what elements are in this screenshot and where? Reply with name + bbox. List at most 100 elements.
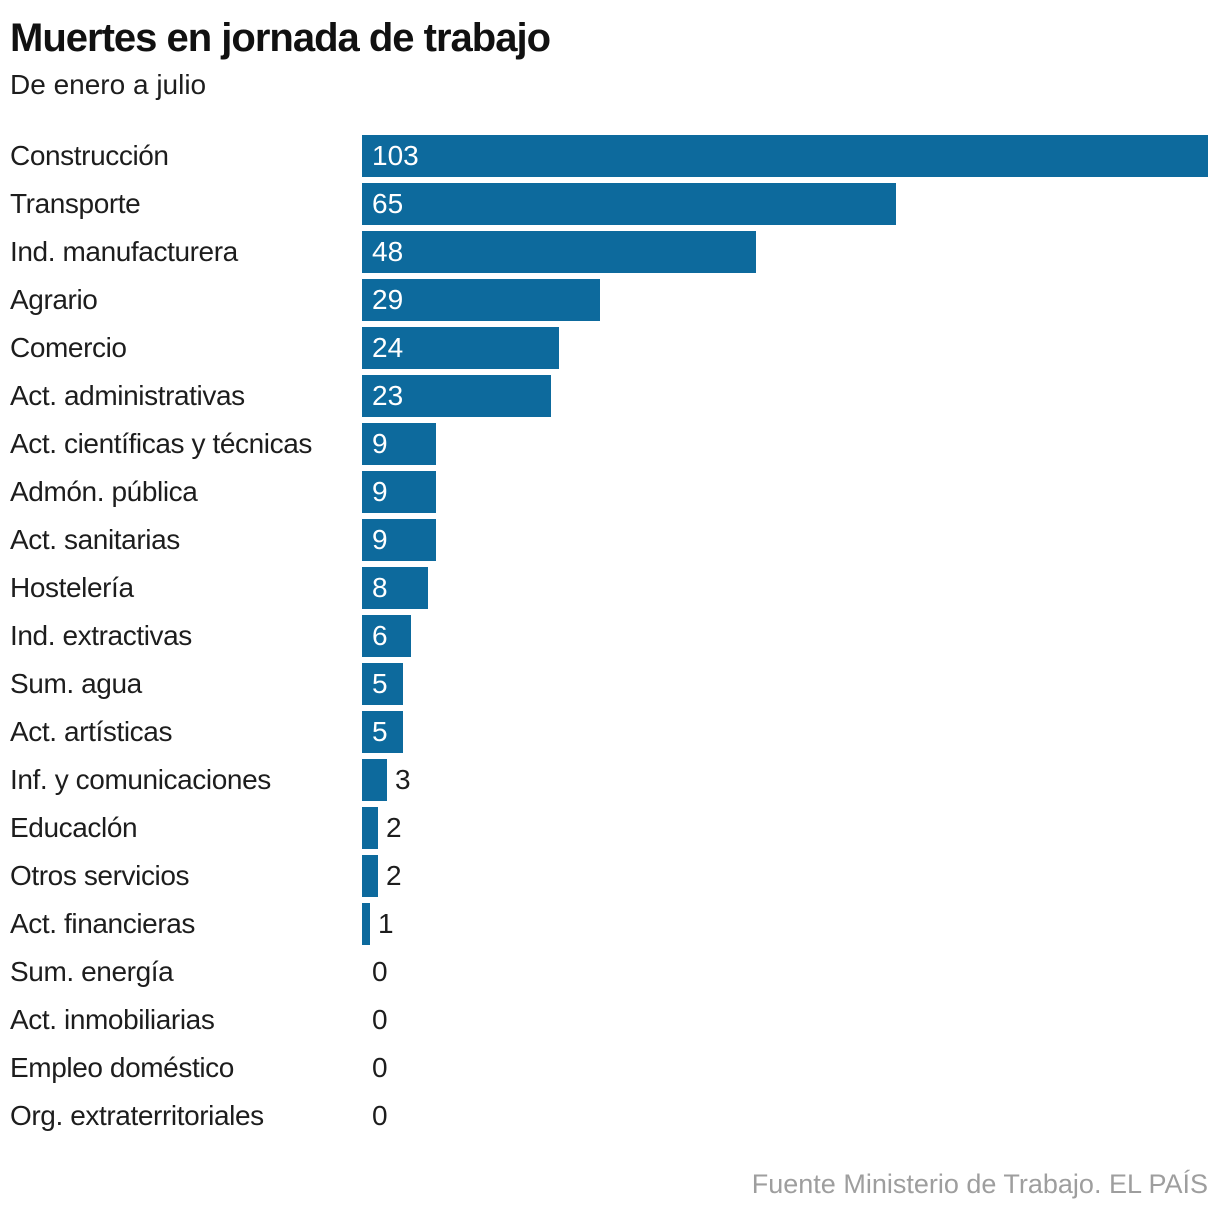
category-label: Sum. energía — [10, 956, 174, 987]
bar-row: Admón. pública 9 — [0, 468, 1220, 516]
category-label: Educaclón — [10, 812, 138, 843]
category-label: Otros servicios — [10, 860, 190, 891]
bar-track: 8 — [362, 564, 1208, 612]
bar — [362, 327, 559, 369]
bar-track: 65 — [362, 180, 1208, 228]
value-label: 65 — [372, 188, 404, 219]
bar-row: Empleo doméstico 0 — [0, 1044, 1220, 1092]
chart-title: Muertes en jornada de trabajo — [10, 16, 551, 60]
bar — [362, 519, 436, 561]
value-label: 5 — [372, 668, 388, 699]
bar-row: Act. científicas y técnicas 9 — [0, 420, 1220, 468]
chart-header: Muertes en jornada de trabajo De enero a… — [0, 0, 1220, 102]
bar-row: Educaclón 2 — [0, 804, 1220, 852]
category-label: Ind. extractivas — [10, 620, 192, 651]
bar — [362, 279, 600, 321]
bar-track: 23 — [362, 372, 1208, 420]
category-label: Act. sanitarias — [10, 524, 180, 555]
value-label: 0 — [372, 1052, 388, 1083]
bar-row: Hostelería 8 — [0, 564, 1220, 612]
bar-track: 6 — [362, 612, 1208, 660]
value-label: 29 — [372, 284, 404, 315]
bar-track: 103 — [362, 132, 1208, 180]
bar — [362, 711, 403, 753]
bar — [362, 471, 436, 513]
bar-row: Sum. agua 5 — [0, 660, 1220, 708]
bar-track: 5 — [362, 708, 1208, 756]
value-label: 3 — [395, 764, 411, 795]
value-label: 23 — [372, 380, 404, 411]
bar-row: Construcción 103 — [0, 132, 1220, 180]
bar-row: Ind. manufacturera 48 — [0, 228, 1220, 276]
bar-row: Otros servicios 2 — [0, 852, 1220, 900]
value-label: 9 — [372, 524, 388, 555]
value-label: 24 — [372, 332, 404, 363]
bar-track: 0 — [362, 1044, 1208, 1092]
category-label: Act. científicas y técnicas — [10, 428, 312, 459]
bar — [362, 423, 436, 465]
value-label: 8 — [372, 572, 388, 603]
bar-track: 24 — [362, 324, 1208, 372]
source-credit: Fuente Ministerio de Trabajo. EL PAÍS — [751, 1169, 1208, 1199]
bar-row: Act. inmobiliarias 0 — [0, 996, 1220, 1044]
category-label: Act. inmobiliarias — [10, 1004, 215, 1035]
bar-row: Inf. y comunicaciones 3 — [0, 756, 1220, 804]
category-label: Construcción — [10, 140, 169, 171]
bar-track: 0 — [362, 1092, 1208, 1140]
value-label: 6 — [372, 620, 388, 651]
value-label: 48 — [372, 236, 404, 267]
value-label: 5 — [372, 716, 388, 747]
bar-track: 0 — [362, 996, 1208, 1044]
bar-track: 5 — [362, 660, 1208, 708]
value-label: 2 — [386, 860, 402, 891]
bar-track: 9 — [362, 468, 1208, 516]
bar-row: Act. sanitarias 9 — [0, 516, 1220, 564]
bar — [362, 615, 411, 657]
value-label: 9 — [372, 428, 388, 459]
bar-track: 9 — [362, 420, 1208, 468]
category-label: Agrario — [10, 284, 98, 315]
bar-row: Agrario 29 — [0, 276, 1220, 324]
bar-chart: Construcción 103 Transporte 65 Ind. manufact… — [0, 132, 1220, 1140]
bar-row: Ind. extractivas 6 — [0, 612, 1220, 660]
value-label: 0 — [372, 1100, 388, 1131]
bar-track: 29 — [362, 276, 1208, 324]
bar — [362, 183, 896, 225]
value-label: 0 — [372, 956, 388, 987]
category-label: Comercio — [10, 332, 127, 363]
category-label: Act. financieras — [10, 908, 196, 939]
chart-subtitle: De enero a julio — [10, 69, 207, 100]
bar-row: Comercio 24 — [0, 324, 1220, 372]
category-label: Ind. manufacturera — [10, 236, 238, 267]
bar-row: Act. administrativas 23 — [0, 372, 1220, 420]
category-label: Transporte — [10, 188, 141, 219]
category-label: Sum. agua — [10, 668, 142, 699]
bar — [362, 807, 378, 849]
bar — [362, 135, 1208, 177]
bar-row: Sum. energía 0 — [0, 948, 1220, 996]
value-label: 9 — [372, 476, 388, 507]
value-label: 2 — [386, 812, 402, 843]
bar — [362, 903, 370, 945]
category-label: Inf. y comunicaciones — [10, 764, 271, 795]
bar-row: Org. extraterritoriales 0 — [0, 1092, 1220, 1140]
category-label: Act. artísticas — [10, 716, 173, 747]
value-label: 103 — [372, 140, 419, 171]
bar — [362, 567, 428, 609]
bar-row: Transporte 65 — [0, 180, 1220, 228]
category-label: Hostelería — [10, 572, 134, 603]
bar — [362, 663, 403, 705]
value-label: 0 — [372, 1004, 388, 1035]
category-label: Admón. pública — [10, 476, 198, 507]
bar-track: 9 — [362, 516, 1208, 564]
bar — [362, 231, 756, 273]
bar-track: 2 — [362, 852, 1208, 900]
bar — [362, 855, 378, 897]
bar-track: 1 — [362, 900, 1208, 948]
bar-track: 2 — [362, 804, 1208, 852]
value-label: 1 — [378, 908, 394, 939]
category-label: Act. administrativas — [10, 380, 245, 411]
bar-track: 3 — [362, 756, 1208, 804]
bar — [362, 759, 387, 801]
category-label: Org. extraterritoriales — [10, 1100, 264, 1131]
